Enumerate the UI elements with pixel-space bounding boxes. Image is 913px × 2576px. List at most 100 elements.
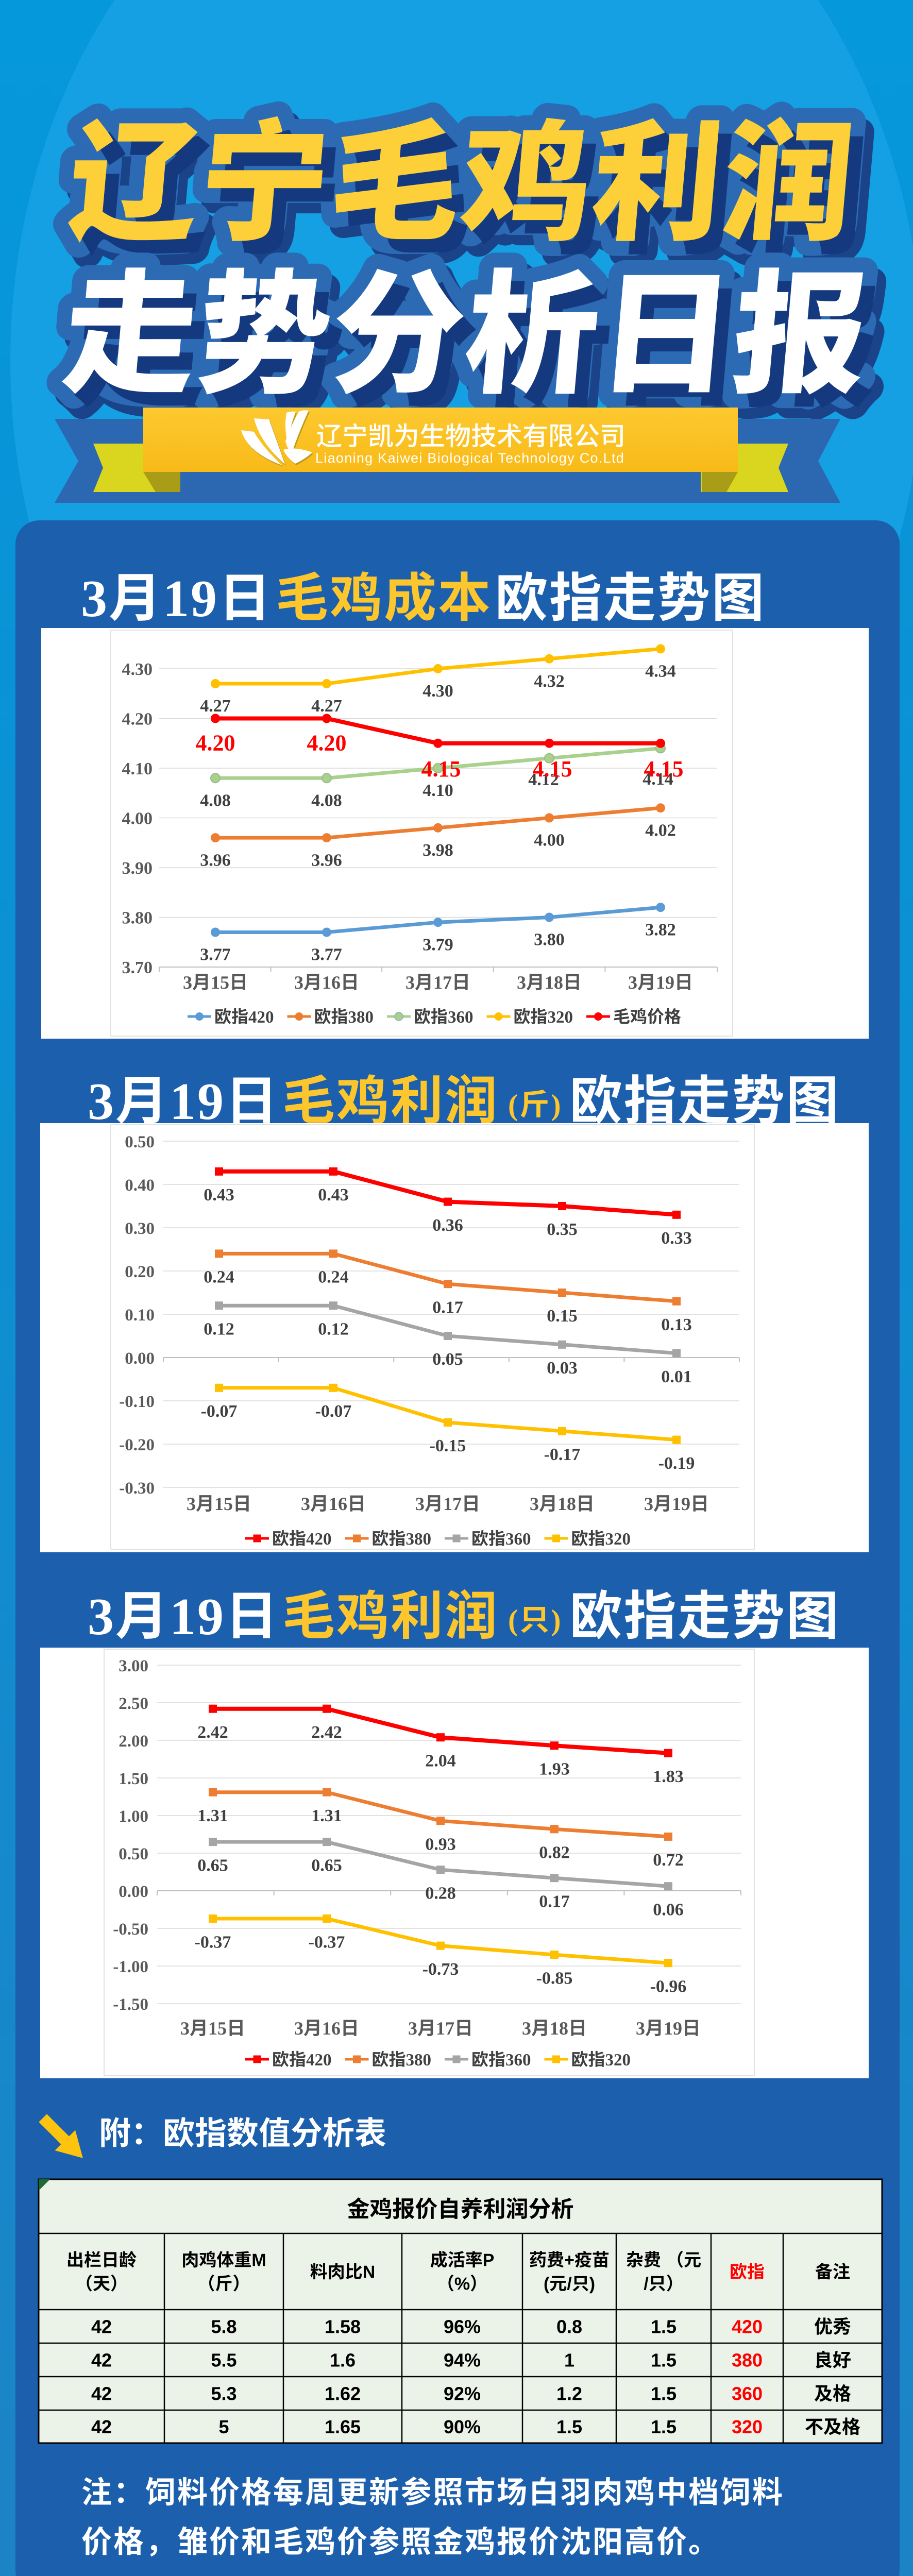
svg-text:3.82: 3.82 — [645, 920, 676, 939]
svg-text:-0.19: -0.19 — [658, 1454, 695, 1473]
svg-text:1.62: 1.62 — [325, 2383, 361, 2404]
svg-text:42: 42 — [91, 2350, 112, 2371]
svg-text:5.8: 5.8 — [211, 2316, 236, 2337]
svg-text:0.8: 0.8 — [556, 2316, 582, 2337]
svg-text:94%: 94% — [444, 2350, 481, 2371]
svg-text:4.15: 4.15 — [533, 756, 572, 782]
svg-text:-0.10: -0.10 — [119, 1393, 155, 1411]
svg-text:0.40: 0.40 — [125, 1176, 155, 1195]
svg-text:2.42: 2.42 — [311, 1723, 342, 1742]
svg-text:380: 380 — [732, 2350, 763, 2371]
svg-text:3.77: 3.77 — [311, 945, 342, 964]
svg-text:420: 420 — [732, 2316, 763, 2337]
svg-text:0.65: 0.65 — [311, 1856, 342, 1875]
svg-text:3.79: 3.79 — [422, 935, 453, 954]
svg-text:1.31: 1.31 — [197, 1806, 228, 1825]
svg-text:4.02: 4.02 — [645, 821, 676, 840]
svg-text:4.20: 4.20 — [307, 730, 347, 755]
svg-text:4.32: 4.32 — [534, 672, 565, 691]
svg-text:1.00: 1.00 — [119, 1807, 148, 1826]
svg-text:1.2: 1.2 — [556, 2383, 582, 2404]
svg-text:0.65: 0.65 — [197, 1856, 228, 1875]
svg-text:-0.37: -0.37 — [195, 1933, 231, 1952]
svg-text:0.12: 0.12 — [204, 1319, 234, 1338]
svg-text:-0.15: -0.15 — [430, 1436, 466, 1455]
svg-text:0.00: 0.00 — [119, 1883, 148, 1901]
svg-text:4.30: 4.30 — [422, 682, 453, 701]
svg-text:1.5: 1.5 — [651, 2416, 677, 2437]
svg-text:4.12: 4.12 — [528, 770, 559, 789]
svg-text:3.96: 3.96 — [311, 851, 342, 870]
svg-text:42: 42 — [91, 2416, 112, 2437]
svg-text:4.10: 4.10 — [422, 781, 453, 800]
svg-text:0.17: 0.17 — [539, 1892, 570, 1911]
svg-text:0.20: 0.20 — [125, 1263, 155, 1281]
svg-text:3.00: 3.00 — [119, 1657, 148, 1675]
svg-text:0.13: 0.13 — [661, 1315, 692, 1334]
svg-text:0.15: 0.15 — [547, 1307, 578, 1326]
svg-text:0.03: 0.03 — [547, 1359, 578, 1378]
svg-text:Liaoning Kaiwei Biological Tec: Liaoning Kaiwei Biological Technology Co… — [315, 450, 624, 466]
svg-text:1.58: 1.58 — [325, 2316, 361, 2337]
svg-text:0.82: 0.82 — [539, 1843, 570, 1862]
svg-text:4.20: 4.20 — [122, 710, 153, 729]
svg-text:0.36: 0.36 — [432, 1216, 463, 1235]
svg-text:0.43: 0.43 — [204, 1185, 234, 1205]
svg-text:0.33: 0.33 — [661, 1229, 692, 1248]
svg-text:0.24: 0.24 — [318, 1268, 349, 1287]
svg-text:4.34: 4.34 — [645, 662, 676, 681]
svg-text:5: 5 — [218, 2416, 229, 2437]
svg-text:3.70: 3.70 — [122, 958, 153, 977]
svg-text:3.98: 3.98 — [422, 841, 453, 860]
svg-text:4.10: 4.10 — [122, 759, 153, 778]
svg-text:-0.30: -0.30 — [119, 1479, 155, 1498]
svg-text:2.00: 2.00 — [119, 1732, 148, 1751]
svg-text:5.3: 5.3 — [211, 2383, 236, 2404]
svg-text:0.00: 0.00 — [125, 1349, 155, 1368]
svg-text:0.43: 0.43 — [318, 1185, 349, 1205]
svg-text:4.27: 4.27 — [200, 697, 231, 716]
svg-text:3.80: 3.80 — [534, 930, 565, 950]
svg-text:0.05: 0.05 — [432, 1350, 463, 1369]
svg-text:-0.07: -0.07 — [315, 1402, 352, 1421]
svg-text:4.15: 4.15 — [421, 756, 461, 782]
svg-text:3.90: 3.90 — [122, 859, 153, 878]
svg-text:1.6: 1.6 — [330, 2350, 356, 2371]
svg-text:-0.07: -0.07 — [201, 1402, 238, 1421]
svg-text:-1.50: -1.50 — [113, 1995, 148, 2014]
svg-text:3.77: 3.77 — [200, 945, 231, 964]
svg-text:1.65: 1.65 — [325, 2416, 361, 2437]
svg-text:4.00: 4.00 — [122, 809, 153, 828]
svg-text:42: 42 — [91, 2383, 112, 2404]
svg-text:0.72: 0.72 — [653, 1851, 684, 1870]
svg-text:4.08: 4.08 — [200, 791, 231, 810]
svg-text:0.50: 0.50 — [119, 1845, 148, 1863]
svg-text:-0.37: -0.37 — [309, 1933, 345, 1952]
svg-text:42: 42 — [91, 2316, 112, 2337]
svg-text:2.42: 2.42 — [197, 1723, 228, 1742]
svg-text:92%: 92% — [444, 2383, 481, 2404]
svg-text:96%: 96% — [444, 2316, 481, 2337]
svg-text:-0.17: -0.17 — [544, 1445, 581, 1464]
svg-text:1.50: 1.50 — [119, 1770, 148, 1788]
svg-text:4.14: 4.14 — [643, 770, 673, 789]
svg-text:1.5: 1.5 — [651, 2316, 677, 2337]
svg-text:320: 320 — [732, 2416, 763, 2437]
svg-text:0.01: 0.01 — [661, 1367, 692, 1386]
svg-text:4.15: 4.15 — [644, 756, 684, 782]
svg-text:1: 1 — [564, 2350, 574, 2371]
svg-text:1.5: 1.5 — [651, 2383, 677, 2404]
svg-text:-0.96: -0.96 — [650, 1977, 687, 1996]
svg-text:4.00: 4.00 — [534, 831, 565, 850]
svg-text:1.5: 1.5 — [651, 2350, 677, 2371]
svg-text:360: 360 — [732, 2383, 763, 2404]
svg-text:4.27: 4.27 — [311, 697, 342, 716]
svg-text:1.93: 1.93 — [539, 1760, 570, 1779]
svg-text:0.12: 0.12 — [318, 1319, 349, 1338]
svg-text:4.20: 4.20 — [196, 730, 235, 755]
svg-text:-0.20: -0.20 — [119, 1436, 155, 1454]
svg-text:0.35: 0.35 — [547, 1220, 578, 1239]
svg-text:-0.50: -0.50 — [113, 1920, 148, 1939]
svg-text:1.5: 1.5 — [556, 2416, 582, 2437]
svg-text:1.83: 1.83 — [653, 1767, 684, 1786]
